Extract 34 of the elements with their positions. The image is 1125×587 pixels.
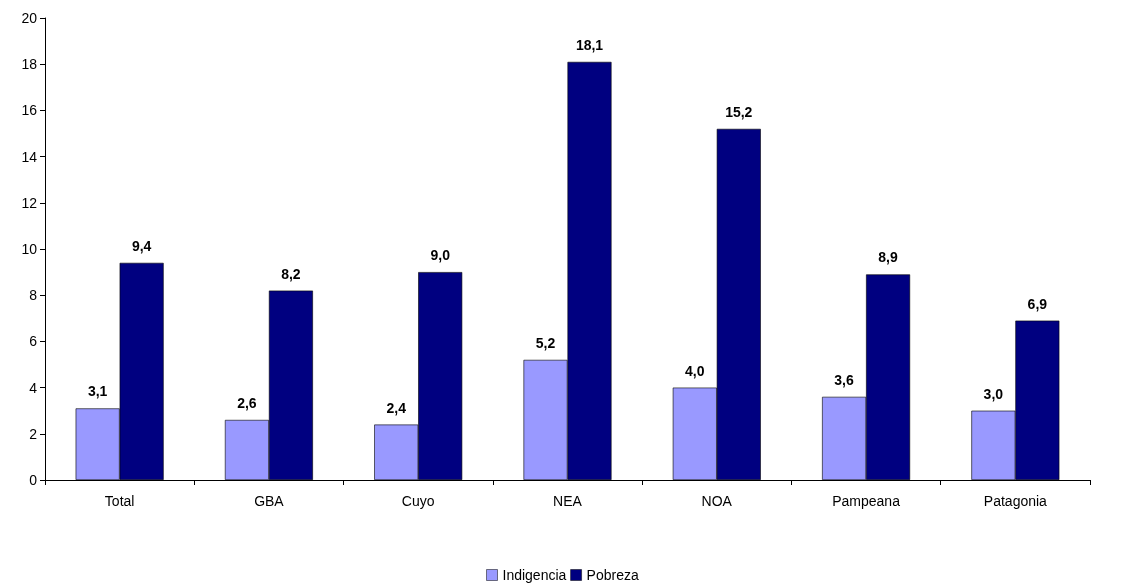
x-tick-label: Total [104,493,135,509]
y-tick-label: 20 [21,10,38,26]
data-label: 6,9 [1027,295,1048,312]
data-label: 18,1 [575,36,604,53]
data-label: 2,6 [237,394,257,411]
x-tick-label: GBA [254,493,285,509]
y-tick-label: 8 [29,287,38,304]
data-label: 4,0 [685,362,705,379]
x-tick-label: NOA [701,493,733,509]
legend-label: Indigencia [502,567,567,583]
x-tick-label: Patagonia [983,493,1048,509]
data-label: 8,2 [281,265,301,282]
y-tick-label: 0 [29,472,38,488]
data-label: 2,4 [386,399,407,416]
data-label: 3,6 [834,371,855,388]
y-tick-label: 2 [29,425,38,442]
y-tick-label: 6 [29,333,38,350]
x-tick-label: NEA [553,493,583,509]
y-tick-label: 10 [21,241,38,257]
data-label: 9,0 [430,247,451,264]
x-tick-label: Cuyo [401,493,435,509]
y-tick-label: 16 [21,102,38,119]
data-label: 9,4 [131,237,152,254]
y-tick-label: 14 [21,148,38,165]
data-label: 5,2 [535,334,556,351]
y-tick-label: 18 [21,56,38,73]
data-label: 3,0 [983,385,1004,402]
data-label: 15,2 [725,103,753,120]
legend-label: Pobreza [586,567,639,583]
data-label: 8,9 [878,249,899,266]
x-tick-label: Pampeana [832,493,901,509]
y-tick-label: 12 [21,194,38,211]
y-tick-label: 4 [29,379,38,396]
data-label: 3,1 [87,383,108,400]
